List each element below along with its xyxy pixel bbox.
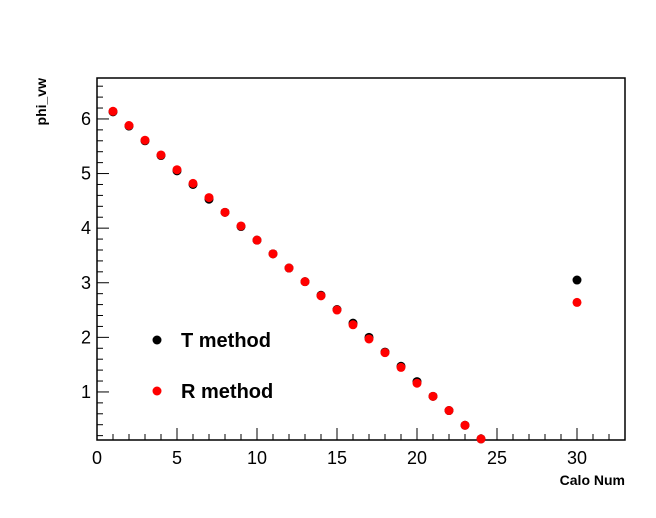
legend-label-r-method: R method	[181, 381, 273, 403]
r-method-point	[364, 334, 374, 344]
data-points	[108, 106, 582, 444]
x-tick-label: 20	[407, 448, 427, 468]
r-method-point	[220, 207, 230, 217]
x-tick-label: 5	[172, 448, 182, 468]
x-tick-label: 15	[327, 448, 347, 468]
y-tick-label: 3	[81, 273, 91, 293]
legend-marker-r-method	[152, 386, 162, 396]
y-tick-label: 1	[81, 382, 91, 402]
y-tick-label: 4	[81, 218, 91, 238]
r-method-point	[140, 135, 150, 145]
r-method-point	[428, 391, 438, 401]
y-tick-label: 2	[81, 327, 91, 347]
y-tick-label: 6	[81, 109, 91, 129]
y-axis-title: phi_vw	[33, 78, 49, 126]
r-method-point	[284, 263, 294, 273]
plot-frame	[96, 77, 626, 441]
r-method-point	[124, 121, 134, 131]
x-tick-label: 0	[92, 448, 102, 468]
r-method-point	[332, 305, 342, 315]
x-axis: 0 5 10 15 20 25 30	[92, 428, 610, 468]
y-axis: 1 2 3 4 5 6	[81, 85, 109, 437]
y-tick-label: 5	[81, 164, 91, 184]
r-method-point	[380, 348, 390, 358]
t-method-point	[572, 275, 582, 285]
r-method-point	[412, 378, 422, 388]
legend-marker-t-method	[152, 335, 162, 345]
r-method-point	[172, 165, 182, 175]
r-method-point	[460, 420, 470, 430]
r-method-point	[268, 249, 278, 259]
r-method-point	[444, 406, 454, 416]
legend: T method R method	[152, 330, 273, 403]
r-method-point	[252, 235, 262, 245]
x-tick-label: 30	[567, 448, 587, 468]
x-tick-label: 25	[487, 448, 507, 468]
x-tick-label: 10	[247, 448, 267, 468]
r-method-point	[188, 178, 198, 188]
r-method-point	[396, 362, 406, 372]
r-method-point	[156, 150, 166, 160]
r-method-point	[108, 106, 118, 116]
r-method-point	[572, 297, 582, 307]
x-axis-title: Calo Num	[560, 472, 625, 488]
r-method-point	[476, 434, 486, 444]
r-method-point	[316, 291, 326, 301]
r-method-point	[348, 320, 358, 330]
r-method-point	[236, 221, 246, 231]
r-method-point	[300, 277, 310, 287]
legend-label-t-method: T method	[181, 330, 271, 352]
r-method-point	[204, 193, 214, 203]
